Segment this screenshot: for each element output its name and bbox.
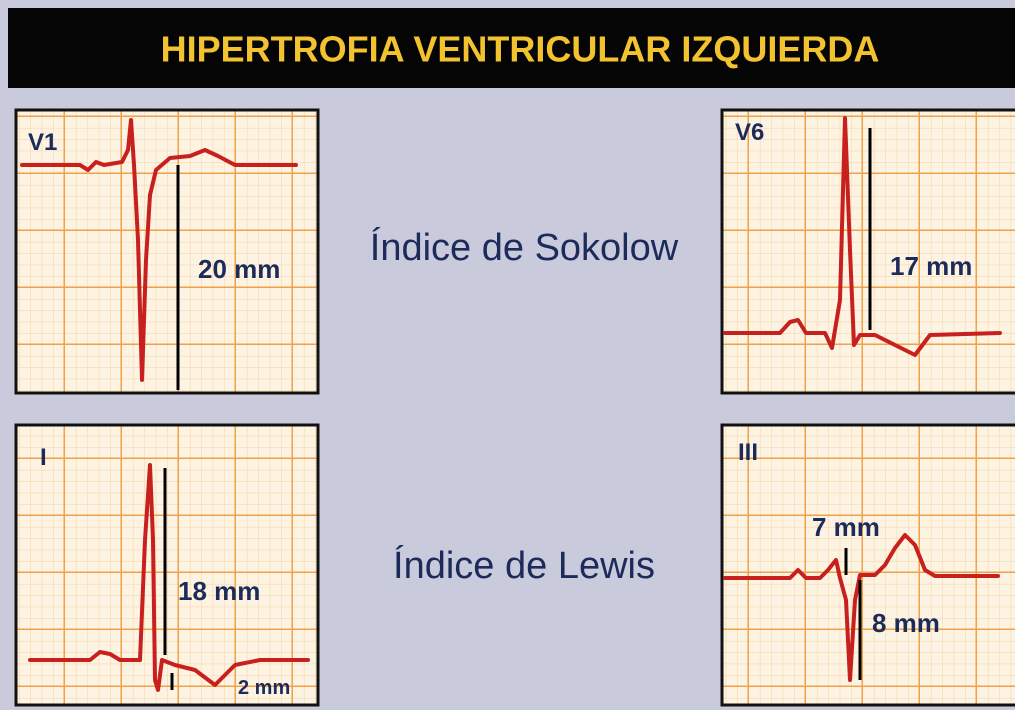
title-bar <box>8 8 1015 88</box>
measure-label: 17 mm <box>890 251 972 281</box>
measure-label: 2 mm <box>238 677 290 699</box>
ecg-trace <box>20 118 298 382</box>
panel-iii: III 7 mm 8 mm <box>720 423 1015 707</box>
lead-label: V6 <box>735 119 764 146</box>
title: HIPERTROFIA VENTRICULAR IZQUIERDA <box>161 29 880 70</box>
lead-label: III <box>738 439 758 466</box>
ecg-trace <box>723 116 1002 357</box>
panel-v1: V1 20 mm <box>14 108 320 395</box>
index-label: Índice de Sokolow <box>370 226 679 269</box>
measure-label: 7 mm <box>812 512 880 542</box>
lead-label: I <box>40 444 47 471</box>
measure-label: 18 mm <box>178 576 260 606</box>
panel-i: I 18 mm 2 mm <box>14 423 320 707</box>
panel-v6: V6 17 mm <box>720 108 1015 395</box>
index-label: Índice de Lewis <box>393 544 655 587</box>
ecg-trace <box>28 463 310 692</box>
lead-label: V1 <box>28 129 57 156</box>
measure-label: 20 mm <box>198 254 280 284</box>
measure-label: 8 mm <box>872 608 940 638</box>
ecg-trace <box>723 533 1000 682</box>
